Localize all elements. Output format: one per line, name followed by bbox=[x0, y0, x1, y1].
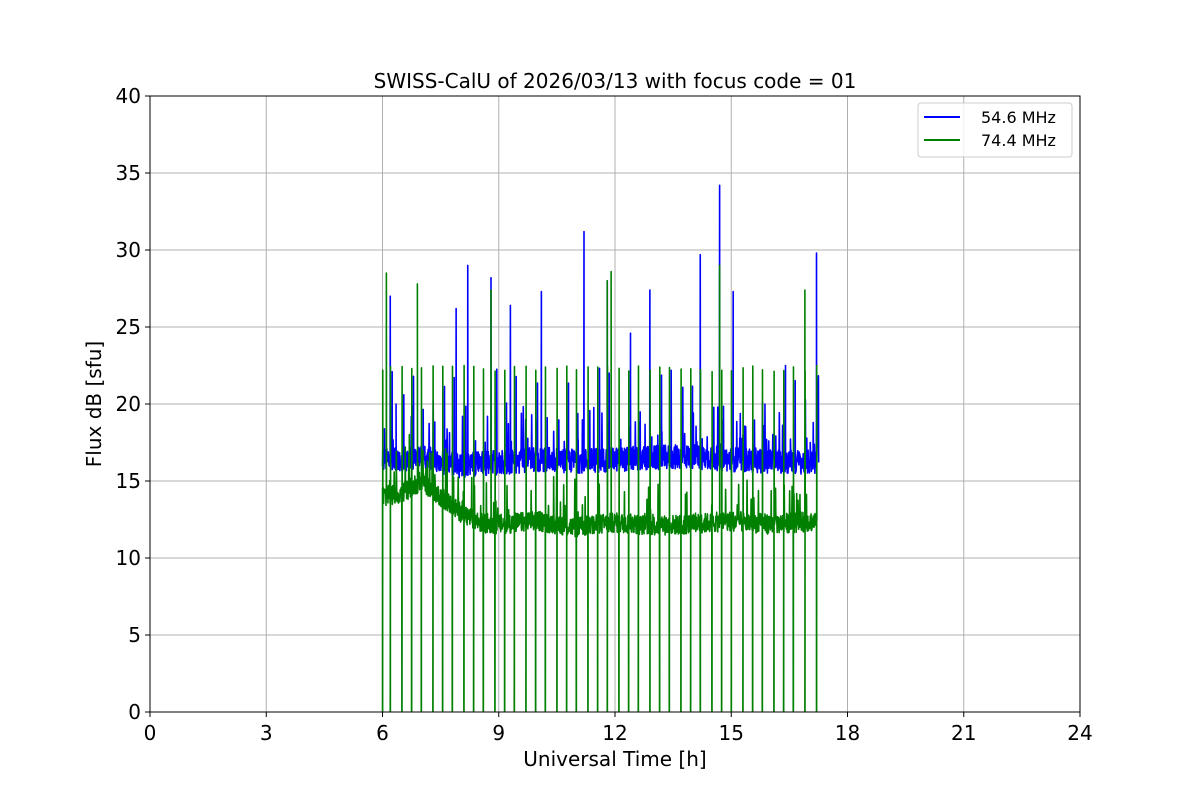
y-tick-label: 40 bbox=[116, 84, 141, 108]
y-tick-label: 25 bbox=[116, 315, 141, 339]
x-tick-label: 12 bbox=[602, 721, 627, 745]
y-tick-label: 0 bbox=[128, 700, 141, 724]
x-tick-label: 3 bbox=[260, 721, 273, 745]
y-tick-label: 10 bbox=[116, 546, 141, 570]
x-tick-label: 21 bbox=[951, 721, 976, 745]
x-tick-label: 9 bbox=[492, 721, 505, 745]
x-tick-label: 18 bbox=[835, 721, 860, 745]
y-axis-title: Flux dB [sfu] bbox=[82, 341, 106, 467]
axis-ticks: 0 3 6 9 12 15 18 21 24 0 5 10 15 20 25 30 35 40 bbox=[116, 84, 1093, 745]
chart-title: SWISS-CalU of 2026/03/13 with focus code… bbox=[374, 69, 857, 93]
y-tick-label: 5 bbox=[128, 623, 141, 647]
y-tick-label: 20 bbox=[116, 392, 141, 416]
x-tick-label: 15 bbox=[719, 721, 744, 745]
y-tick-label: 30 bbox=[116, 238, 141, 262]
y-tick-label: 15 bbox=[116, 469, 141, 493]
series-layer bbox=[381, 184, 820, 712]
legend: 54.6 MHz 74.4 MHz bbox=[917, 102, 1073, 158]
x-tick-label: 6 bbox=[376, 721, 389, 745]
x-tick-label: 24 bbox=[1067, 721, 1092, 745]
series-line-74-4-mhz bbox=[381, 264, 818, 712]
series-line-54-6-mhz bbox=[381, 184, 820, 479]
x-tick-label: 0 bbox=[144, 721, 157, 745]
y-tick-label: 35 bbox=[116, 161, 141, 185]
x-axis-title: Universal Time [h] bbox=[523, 747, 706, 771]
legend-label-54-6-mhz: 54.6 MHz bbox=[981, 108, 1056, 127]
legend-label-74-4-mhz: 74.4 MHz bbox=[981, 131, 1056, 150]
